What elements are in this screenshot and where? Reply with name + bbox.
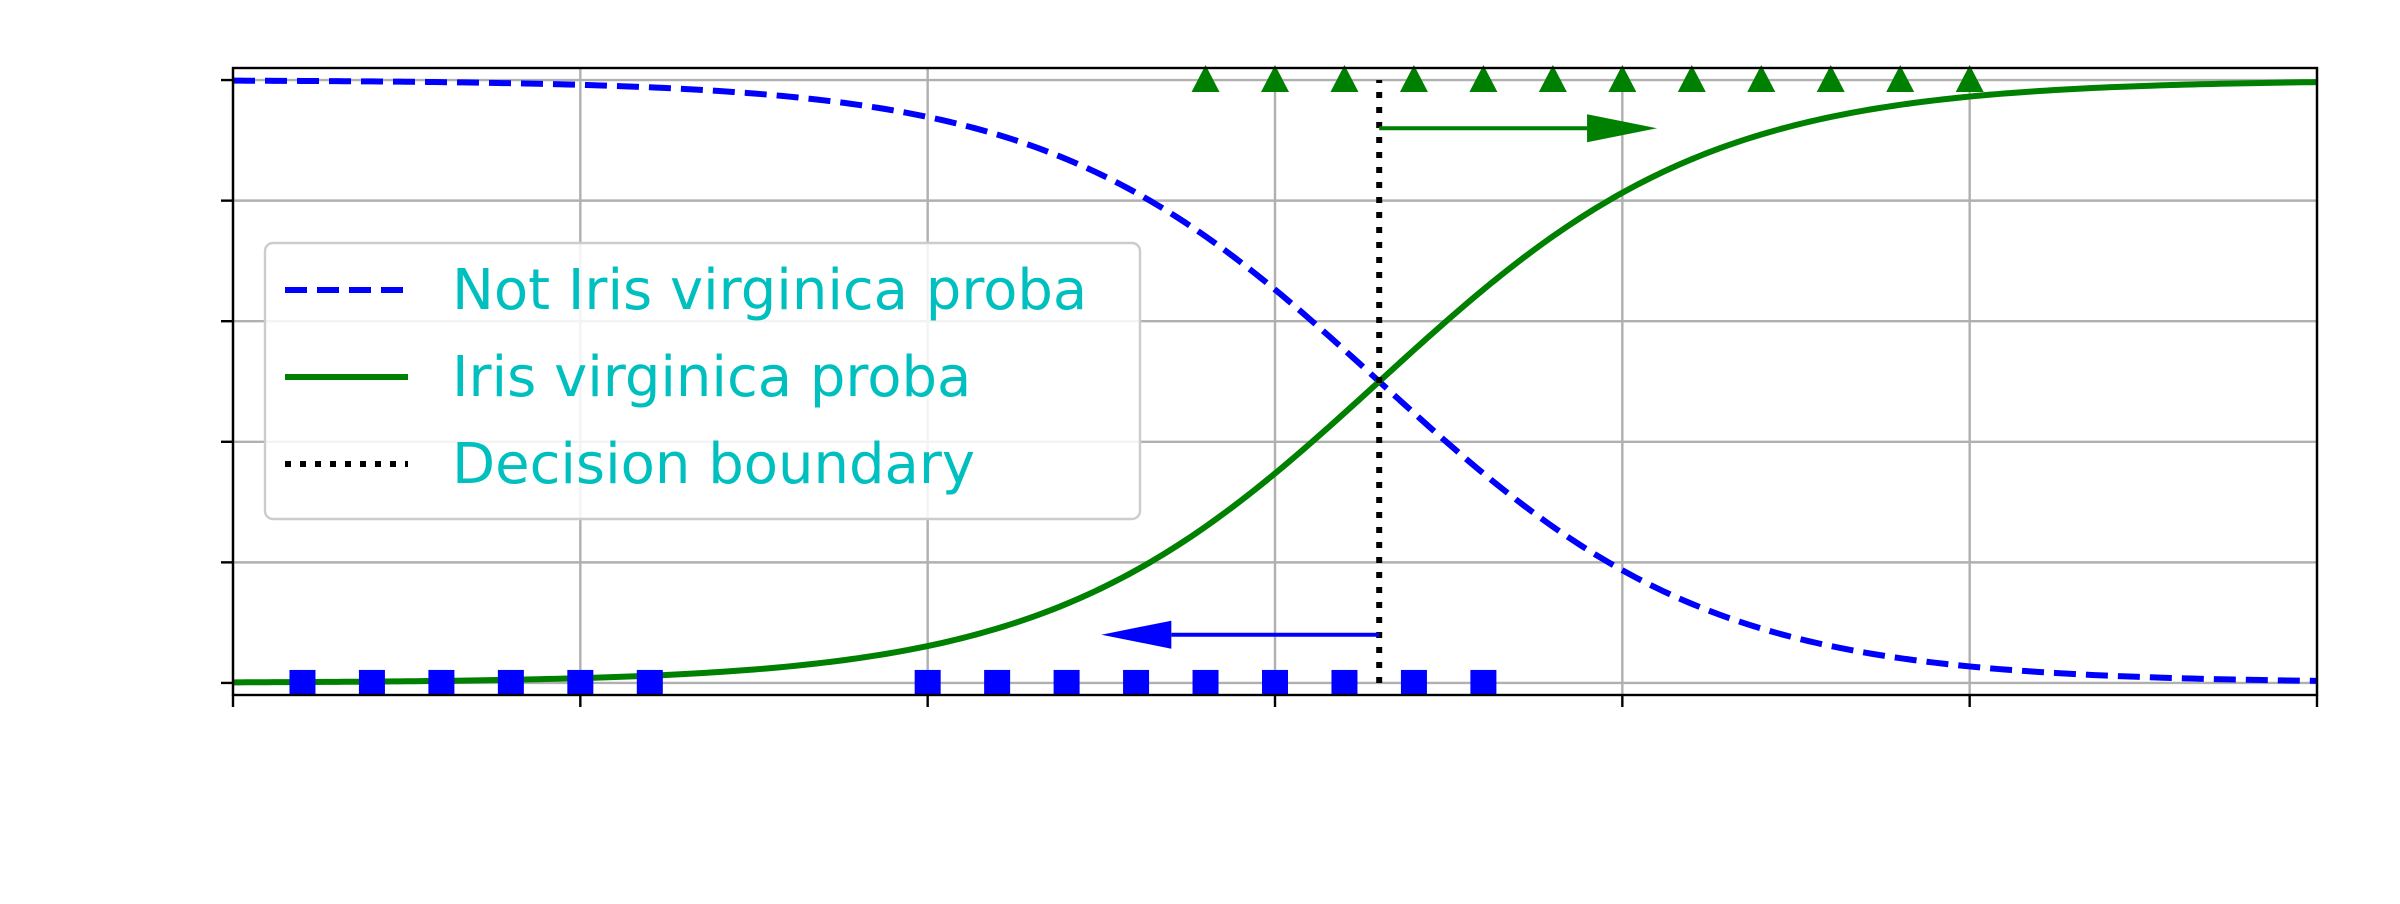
data-point-class-0 (428, 669, 455, 696)
data-point-class-1 (1816, 65, 1845, 93)
arrows (1101, 114, 1658, 649)
legend: Not Iris virginica proba Iris virginica p… (263, 241, 1142, 521)
series-line-not-iris-virginica (232, 77, 2318, 684)
axes (221, 66, 2319, 707)
arrow-head (1587, 114, 1658, 143)
data-point-class-0 (1192, 669, 1219, 696)
data-point-class-1 (1608, 65, 1637, 93)
data-point-class-1 (1191, 65, 1220, 93)
data-point-class-1 (1330, 65, 1359, 93)
data-point-class-0 (984, 669, 1011, 696)
data-point-class-0 (497, 669, 524, 696)
data-point-class-0 (636, 669, 663, 696)
legend-label: Decision boundary (452, 432, 975, 497)
data-point-class-1 (1538, 65, 1567, 93)
data-point-class-0 (914, 669, 941, 696)
data-point-class-0 (1331, 669, 1358, 696)
legend-label: Not Iris virginica proba (452, 258, 1087, 323)
data-point-class-1 (1747, 65, 1776, 93)
data-point-class-1 (1955, 65, 1984, 93)
data-point-class-0 (567, 669, 594, 696)
data-point-class-0 (358, 669, 385, 696)
data-point-class-0 (1262, 669, 1288, 696)
data-point-class-1 (1677, 65, 1706, 93)
legend-box (263, 241, 1142, 521)
arrow-head (1101, 620, 1172, 649)
data-point-class-1 (1469, 65, 1498, 93)
data-point-class-0 (1123, 669, 1150, 696)
data-point-class-0 (289, 669, 316, 696)
data-point-class-1 (1886, 65, 1915, 93)
markers (289, 65, 1984, 696)
legend-label: Iris virginica proba (452, 345, 971, 410)
data-point-class-1 (1399, 65, 1428, 93)
data-point-class-0 (1053, 669, 1080, 696)
data-point-class-1 (1261, 65, 1289, 93)
data-point-class-0 (1470, 669, 1497, 696)
data-point-class-0 (1400, 669, 1427, 696)
